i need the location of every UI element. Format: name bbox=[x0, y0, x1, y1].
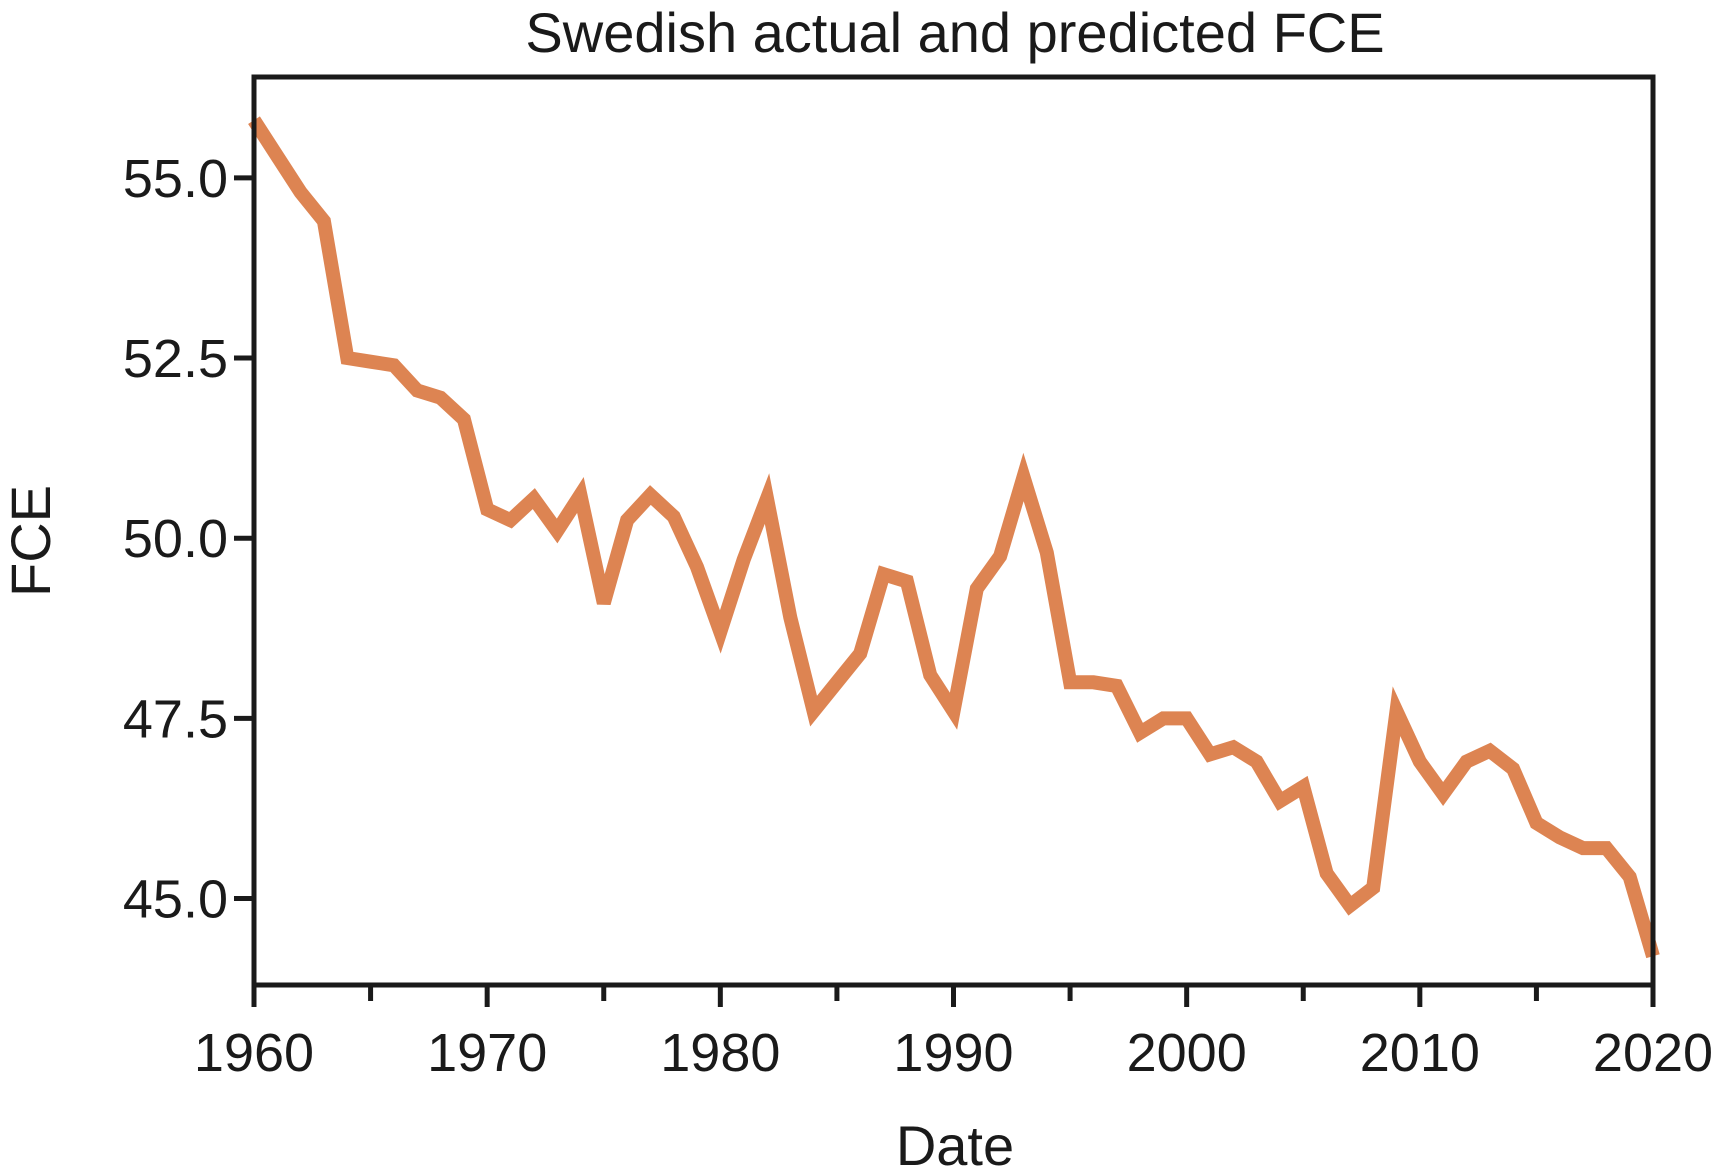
plot-frame bbox=[251, 74, 1656, 988]
axis-ticks: 45.0 47.5 50.0 52.5 55.0 1960 1970 1980 1990 2000… bbox=[123, 149, 1713, 1083]
x-tick-label: 1960 bbox=[194, 1023, 314, 1083]
x-axis-label: Date bbox=[896, 1114, 1014, 1174]
y-tick-label: 55.0 bbox=[123, 149, 228, 209]
chart-title: Swedish actual and predicted FCE bbox=[525, 1, 1384, 64]
x-tick-label: 1970 bbox=[427, 1023, 547, 1083]
x-tick-label: 2020 bbox=[1593, 1023, 1713, 1083]
y-tick-label: 50.0 bbox=[123, 509, 228, 569]
y-tick-label: 45.0 bbox=[123, 870, 228, 930]
x-tick-label: 1980 bbox=[660, 1023, 780, 1083]
y-tick-label: 52.5 bbox=[123, 329, 228, 389]
x-tick-label: 2000 bbox=[1127, 1023, 1247, 1083]
x-tick-label: 1990 bbox=[893, 1023, 1013, 1083]
plot-area bbox=[248, 116, 1660, 959]
y-tick-label: 47.5 bbox=[123, 689, 228, 749]
y-axis-label: FCE bbox=[0, 485, 62, 597]
x-tick-label: 2010 bbox=[1360, 1023, 1480, 1083]
series-line-0 bbox=[248, 116, 1660, 959]
